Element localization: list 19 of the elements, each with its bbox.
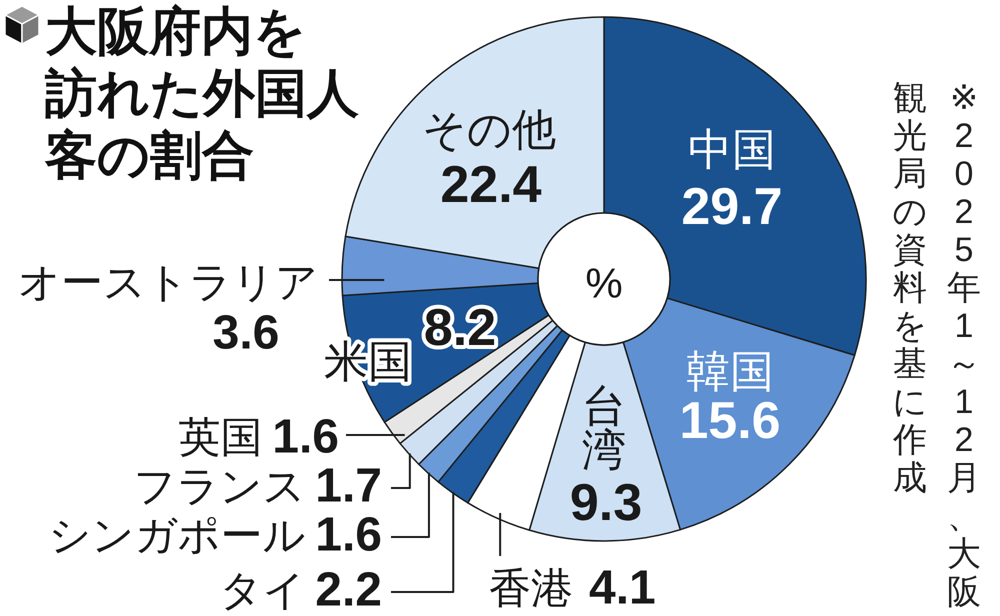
slice-label: フランス — [133, 462, 306, 510]
data-label: 4.1 — [589, 562, 656, 614]
data-label: 8.2 — [424, 299, 496, 357]
slice-label: 台湾 — [582, 382, 626, 474]
slice-label: その他 — [422, 106, 556, 154]
data-label: 29.7 — [681, 178, 783, 236]
slice-label: 香港 — [489, 564, 573, 612]
data-label: 22.4 — [440, 156, 542, 214]
data-label: 2.2 — [315, 564, 382, 616]
slice-label: 中国 — [688, 126, 776, 174]
slice-label: シンガポール — [48, 512, 306, 558]
text: ※2025年1～12月、大阪観光局の資料を基に作成 — [892, 79, 981, 611]
data-label: 9.3 — [570, 474, 642, 532]
slice-label: 英国 — [178, 414, 262, 460]
text: 大阪府内を訪れた外国人客の割合 — [44, 3, 359, 185]
slice-label: オーストラリア — [18, 258, 318, 306]
slice-label: タイ — [219, 566, 306, 614]
data-label: 3.6 — [212, 306, 280, 360]
text: % — [585, 260, 623, 306]
